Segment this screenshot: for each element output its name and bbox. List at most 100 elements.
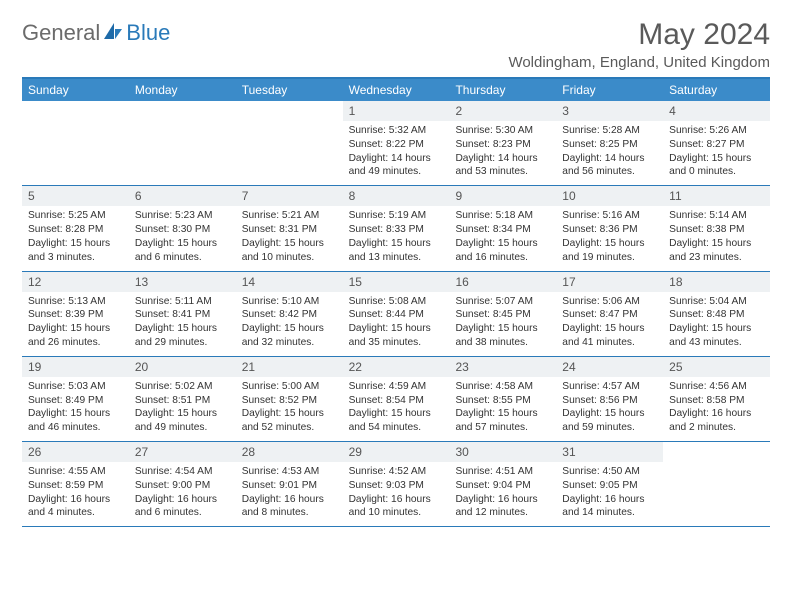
daylight-text: Daylight: 16 hours and 10 minutes.: [349, 493, 444, 521]
sunset-text: Sunset: 8:49 PM: [28, 394, 123, 408]
day-number: 26: [22, 442, 129, 462]
sunrise-text: Sunrise: 4:50 AM: [562, 465, 657, 479]
sunset-text: Sunset: 8:23 PM: [455, 138, 550, 152]
daylight-text: Daylight: 14 hours and 56 minutes.: [562, 152, 657, 180]
calendar-day: 13Sunrise: 5:11 AMSunset: 8:41 PMDayligh…: [129, 272, 236, 356]
daylight-text: Daylight: 14 hours and 49 minutes.: [349, 152, 444, 180]
day-number: 13: [129, 272, 236, 292]
calendar-day: 8Sunrise: 5:19 AMSunset: 8:33 PMDaylight…: [343, 186, 450, 270]
brand-text-general: General: [22, 20, 100, 46]
daylight-text: Daylight: 16 hours and 8 minutes.: [242, 493, 337, 521]
sunrise-text: Sunrise: 5:08 AM: [349, 295, 444, 309]
day-details: Sunrise: 4:57 AMSunset: 8:56 PMDaylight:…: [556, 377, 663, 441]
daylight-text: Daylight: 15 hours and 0 minutes.: [669, 152, 764, 180]
month-title: May 2024: [508, 18, 770, 52]
day-number: 25: [663, 357, 770, 377]
day-number: 5: [22, 186, 129, 206]
daylight-text: Daylight: 15 hours and 38 minutes.: [455, 322, 550, 350]
header: General Blue May 2024 Woldingham, Englan…: [22, 18, 770, 71]
sunrise-text: Sunrise: 4:56 AM: [669, 380, 764, 394]
day-number: 27: [129, 442, 236, 462]
calendar-day: 7Sunrise: 5:21 AMSunset: 8:31 PMDaylight…: [236, 186, 343, 270]
daylight-text: Daylight: 15 hours and 26 minutes.: [28, 322, 123, 350]
day-details: Sunrise: 5:25 AMSunset: 8:28 PMDaylight:…: [22, 206, 129, 270]
day-details: Sunrise: 5:18 AMSunset: 8:34 PMDaylight:…: [449, 206, 556, 270]
sunset-text: Sunset: 9:01 PM: [242, 479, 337, 493]
day-details: Sunrise: 4:53 AMSunset: 9:01 PMDaylight:…: [236, 462, 343, 526]
sunrise-text: Sunrise: 5:14 AM: [669, 209, 764, 223]
daylight-text: Daylight: 15 hours and 29 minutes.: [135, 322, 230, 350]
sunset-text: Sunset: 8:58 PM: [669, 394, 764, 408]
calendar-week: 5Sunrise: 5:25 AMSunset: 8:28 PMDaylight…: [22, 186, 770, 271]
sunrise-text: Sunrise: 5:16 AM: [562, 209, 657, 223]
brand-logo: General Blue: [22, 18, 170, 46]
day-details: Sunrise: 5:03 AMSunset: 8:49 PMDaylight:…: [22, 377, 129, 441]
calendar-day: 4Sunrise: 5:26 AMSunset: 8:27 PMDaylight…: [663, 101, 770, 185]
location-text: Woldingham, England, United Kingdom: [508, 54, 770, 71]
sunrise-text: Sunrise: 5:03 AM: [28, 380, 123, 394]
sunset-text: Sunset: 8:31 PM: [242, 223, 337, 237]
weekday-label: Tuesday: [236, 79, 343, 101]
sunrise-text: Sunrise: 5:18 AM: [455, 209, 550, 223]
calendar-day: 5Sunrise: 5:25 AMSunset: 8:28 PMDaylight…: [22, 186, 129, 270]
day-details: Sunrise: 5:10 AMSunset: 8:42 PMDaylight:…: [236, 292, 343, 356]
sunset-text: Sunset: 9:04 PM: [455, 479, 550, 493]
calendar-day: 22Sunrise: 4:59 AMSunset: 8:54 PMDayligh…: [343, 357, 450, 441]
day-details: Sunrise: 5:32 AMSunset: 8:22 PMDaylight:…: [343, 121, 450, 185]
calendar-day: 18Sunrise: 5:04 AMSunset: 8:48 PMDayligh…: [663, 272, 770, 356]
sunrise-text: Sunrise: 5:10 AM: [242, 295, 337, 309]
sunrise-text: Sunrise: 5:00 AM: [242, 380, 337, 394]
sunset-text: Sunset: 8:36 PM: [562, 223, 657, 237]
daylight-text: Daylight: 15 hours and 59 minutes.: [562, 407, 657, 435]
sunrise-text: Sunrise: 4:54 AM: [135, 465, 230, 479]
daylight-text: Daylight: 15 hours and 52 minutes.: [242, 407, 337, 435]
calendar-day: 29Sunrise: 4:52 AMSunset: 9:03 PMDayligh…: [343, 442, 450, 526]
calendar-day: 3Sunrise: 5:28 AMSunset: 8:25 PMDaylight…: [556, 101, 663, 185]
sunrise-text: Sunrise: 5:25 AM: [28, 209, 123, 223]
sunset-text: Sunset: 8:59 PM: [28, 479, 123, 493]
daylight-text: Daylight: 15 hours and 43 minutes.: [669, 322, 764, 350]
daylight-text: Daylight: 15 hours and 35 minutes.: [349, 322, 444, 350]
calendar-day: 11Sunrise: 5:14 AMSunset: 8:38 PMDayligh…: [663, 186, 770, 270]
daylight-text: Daylight: 15 hours and 57 minutes.: [455, 407, 550, 435]
day-details: Sunrise: 5:19 AMSunset: 8:33 PMDaylight:…: [343, 206, 450, 270]
day-number: [236, 101, 343, 121]
day-number: [663, 442, 770, 462]
day-details: Sunrise: 4:56 AMSunset: 8:58 PMDaylight:…: [663, 377, 770, 441]
sunset-text: Sunset: 8:27 PM: [669, 138, 764, 152]
day-number: 8: [343, 186, 450, 206]
calendar-day: 12Sunrise: 5:13 AMSunset: 8:39 PMDayligh…: [22, 272, 129, 356]
sunrise-text: Sunrise: 5:28 AM: [562, 124, 657, 138]
day-details: Sunrise: 4:52 AMSunset: 9:03 PMDaylight:…: [343, 462, 450, 526]
daylight-text: Daylight: 15 hours and 16 minutes.: [455, 237, 550, 265]
day-number: 1: [343, 101, 450, 121]
calendar-day: 19Sunrise: 5:03 AMSunset: 8:49 PMDayligh…: [22, 357, 129, 441]
calendar-day: 1Sunrise: 5:32 AMSunset: 8:22 PMDaylight…: [343, 101, 450, 185]
calendar-day: 14Sunrise: 5:10 AMSunset: 8:42 PMDayligh…: [236, 272, 343, 356]
day-number: [22, 101, 129, 121]
day-number: 21: [236, 357, 343, 377]
sunset-text: Sunset: 8:38 PM: [669, 223, 764, 237]
sunrise-text: Sunrise: 4:51 AM: [455, 465, 550, 479]
calendar-day: 2Sunrise: 5:30 AMSunset: 8:23 PMDaylight…: [449, 101, 556, 185]
day-number: 2: [449, 101, 556, 121]
daylight-text: Daylight: 16 hours and 6 minutes.: [135, 493, 230, 521]
day-number: 19: [22, 357, 129, 377]
day-details: Sunrise: 5:07 AMSunset: 8:45 PMDaylight:…: [449, 292, 556, 356]
daylight-text: Daylight: 15 hours and 23 minutes.: [669, 237, 764, 265]
day-number: 15: [343, 272, 450, 292]
day-details: Sunrise: 5:14 AMSunset: 8:38 PMDaylight:…: [663, 206, 770, 270]
daylight-text: Daylight: 15 hours and 49 minutes.: [135, 407, 230, 435]
day-details: Sunrise: 5:06 AMSunset: 8:47 PMDaylight:…: [556, 292, 663, 356]
weekday-label: Sunday: [22, 79, 129, 101]
calendar-day-empty: [663, 442, 770, 526]
day-number: 30: [449, 442, 556, 462]
sail-icon: [102, 21, 124, 46]
day-number: 4: [663, 101, 770, 121]
calendar-body: 1Sunrise: 5:32 AMSunset: 8:22 PMDaylight…: [22, 101, 770, 527]
day-details: Sunrise: 5:00 AMSunset: 8:52 PMDaylight:…: [236, 377, 343, 441]
calendar-day: 31Sunrise: 4:50 AMSunset: 9:05 PMDayligh…: [556, 442, 663, 526]
sunrise-text: Sunrise: 4:59 AM: [349, 380, 444, 394]
daylight-text: Daylight: 15 hours and 41 minutes.: [562, 322, 657, 350]
daylight-text: Daylight: 15 hours and 13 minutes.: [349, 237, 444, 265]
